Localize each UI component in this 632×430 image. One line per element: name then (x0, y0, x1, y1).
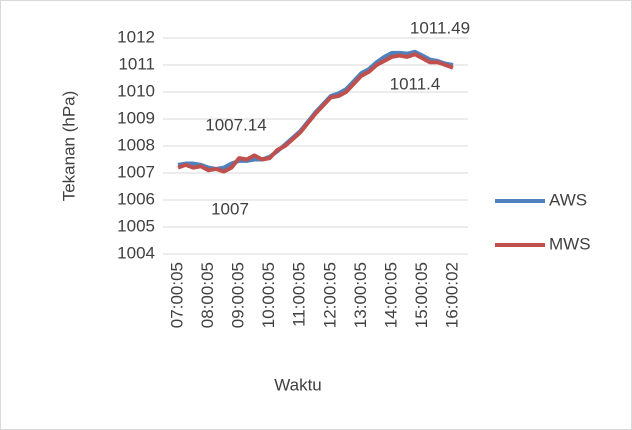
x-tick-label: 08:00:05 (198, 262, 217, 328)
x-tick-label: 10:00:05 (259, 262, 278, 328)
annotation: 1007.14 (205, 115, 266, 134)
y-tick-label: 1011 (118, 54, 155, 73)
y-axis-title: Tekanan (hPa) (59, 91, 78, 202)
y-tick-label: 1004 (117, 243, 155, 262)
x-tick-label: 12:00:05 (320, 262, 339, 328)
x-tick-label: 09:00:05 (229, 262, 248, 328)
y-tick-label: 1010 (117, 81, 155, 100)
y-tick-label: 1005 (117, 216, 155, 235)
legend-label: MWS (549, 234, 591, 253)
x-tick-label: 13:00:05 (351, 262, 370, 328)
y-tick-label: 1012 (117, 27, 155, 46)
x-tick-label: 15:00:05 (412, 262, 431, 328)
annotation: 1011.49 (410, 18, 470, 37)
annotation: 1011.4 (390, 74, 441, 93)
legend-label: AWS (549, 190, 587, 209)
x-axis-title: Waktu (274, 375, 322, 394)
y-tick-label: 1008 (117, 135, 155, 154)
y-tick-label: 1007 (117, 162, 155, 181)
annotation: 1007 (211, 199, 249, 218)
x-tick-label: 16:00:02 (442, 262, 461, 328)
x-tick-label: 07:00:05 (167, 262, 186, 328)
y-tick-label: 1006 (117, 189, 155, 208)
x-tick-label: 14:00:05 (381, 262, 400, 328)
data-line (177, 52, 454, 174)
x-tick-label: 11:00:05 (290, 262, 309, 327)
y-tick-label: 1009 (117, 108, 155, 127)
